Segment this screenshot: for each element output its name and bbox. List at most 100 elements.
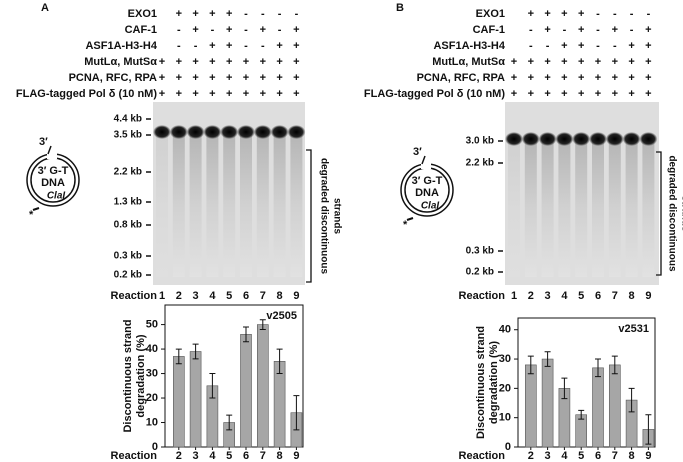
gel-band bbox=[555, 132, 574, 146]
condition-mark: + bbox=[612, 24, 618, 36]
x-tick-label: 4 bbox=[561, 450, 568, 462]
condition-mark: + bbox=[511, 72, 517, 84]
condition-mark: + bbox=[192, 8, 198, 20]
condition-label: ASF1A-H3-H4 bbox=[85, 40, 157, 52]
error-bar bbox=[226, 414, 233, 431]
condition-mark: + bbox=[528, 88, 534, 100]
lane-number: 6 bbox=[595, 290, 601, 302]
condition-mark: + bbox=[176, 56, 182, 68]
size-marker: 0.2 kb bbox=[114, 270, 142, 281]
lane-number: 9 bbox=[645, 290, 651, 302]
gel-band bbox=[505, 132, 523, 146]
condition-mark: - bbox=[261, 40, 265, 52]
gel-band bbox=[186, 125, 205, 139]
condition-mark: + bbox=[293, 88, 299, 100]
condition-mark: + bbox=[293, 72, 299, 84]
error-bar bbox=[628, 387, 635, 413]
lane-number: 3 bbox=[193, 290, 199, 302]
nick bbox=[47, 151, 57, 159]
gel-smear bbox=[206, 132, 219, 277]
side-label: strands bbox=[679, 195, 683, 232]
lane-number: 7 bbox=[612, 290, 618, 302]
dna-end: 3′ bbox=[39, 136, 48, 148]
gel-smear bbox=[223, 132, 236, 277]
gel-band bbox=[605, 132, 624, 146]
bracket bbox=[306, 149, 312, 283]
lane-number: 2 bbox=[528, 290, 534, 302]
condition-mark: + bbox=[276, 88, 282, 100]
condition-mark: + bbox=[612, 56, 618, 68]
condition-mark: + bbox=[176, 8, 182, 20]
lane-number: 4 bbox=[209, 290, 216, 302]
chart-annotation: v2505 bbox=[266, 310, 297, 322]
bar bbox=[541, 358, 554, 448]
condition-mark: + bbox=[544, 88, 550, 100]
condition-mark: - bbox=[596, 8, 600, 20]
x-tick-label: 7 bbox=[612, 450, 618, 462]
condition-mark: - bbox=[278, 8, 282, 20]
y-tick-label: 40 bbox=[146, 343, 158, 355]
gel-band bbox=[153, 125, 171, 139]
lane-number: 8 bbox=[629, 290, 635, 302]
gel-smear bbox=[642, 139, 655, 277]
condition-mark: + bbox=[628, 56, 634, 68]
condition-mark: + bbox=[209, 72, 215, 84]
condition-mark: + bbox=[645, 88, 651, 100]
dna-site: ClaI bbox=[421, 201, 440, 212]
condition-mark: + bbox=[544, 56, 550, 68]
nick-end bbox=[47, 145, 52, 155]
condition-mark: + bbox=[645, 56, 651, 68]
condition-label: MutLα, MutSα bbox=[84, 56, 157, 68]
lane-number: 1 bbox=[159, 290, 165, 302]
gel-smear bbox=[273, 132, 286, 277]
chart-annotation: v2531 bbox=[618, 323, 649, 335]
error-bar bbox=[595, 358, 601, 378]
size-marker: 0.2 kb bbox=[466, 267, 494, 278]
condition-label: EXO1 bbox=[128, 8, 157, 20]
condition-label: CAF-1 bbox=[473, 24, 505, 36]
gel-smear bbox=[189, 132, 202, 277]
condition-label: PCNA, RFC, RPA bbox=[417, 72, 505, 84]
gel-band bbox=[572, 132, 591, 146]
gel-smear bbox=[156, 132, 168, 277]
condition-mark: + bbox=[159, 88, 165, 100]
x-tick-label: 3 bbox=[193, 450, 199, 462]
condition-mark: + bbox=[511, 56, 517, 68]
dna-subtitle: DNA bbox=[415, 187, 439, 199]
bar bbox=[273, 361, 286, 448]
condition-mark: + bbox=[226, 40, 232, 52]
condition-mark: - bbox=[596, 40, 600, 52]
condition-mark: + bbox=[243, 88, 249, 100]
bar bbox=[592, 367, 604, 448]
condition-mark: + bbox=[226, 88, 232, 100]
gel-smear bbox=[575, 139, 588, 277]
condition-mark: + bbox=[276, 40, 282, 52]
lane-number: 5 bbox=[226, 290, 232, 302]
condition-mark: + bbox=[209, 40, 215, 52]
condition-mark: - bbox=[194, 40, 198, 52]
error-bar bbox=[611, 355, 618, 375]
condition-mark: + bbox=[578, 24, 584, 36]
label-strand bbox=[406, 217, 414, 221]
gel-band bbox=[203, 125, 222, 139]
y-tick-label: 10 bbox=[146, 416, 158, 428]
error-bar bbox=[293, 395, 300, 431]
condition-mark: - bbox=[244, 8, 248, 20]
lane-number: 2 bbox=[176, 290, 182, 302]
condition-mark: - bbox=[563, 24, 567, 36]
condition-mark: + bbox=[209, 56, 215, 68]
condition-mark: + bbox=[511, 88, 517, 100]
size-marker: 0.3 kb bbox=[466, 246, 494, 257]
condition-mark: + bbox=[276, 56, 282, 68]
x-tick-label: 9 bbox=[645, 450, 651, 462]
condition-mark: - bbox=[177, 24, 181, 36]
x-axis-label: Reaction bbox=[459, 450, 506, 462]
condition-mark: + bbox=[209, 8, 215, 20]
condition-label: CAF-1 bbox=[125, 24, 157, 36]
error-bar bbox=[544, 351, 551, 367]
y-tick-label: 40 bbox=[499, 324, 511, 336]
y-tick-label: 30 bbox=[146, 367, 158, 379]
condition-mark: + bbox=[192, 24, 198, 36]
condition-mark: - bbox=[261, 8, 265, 20]
y-tick-label: 0 bbox=[152, 441, 158, 453]
